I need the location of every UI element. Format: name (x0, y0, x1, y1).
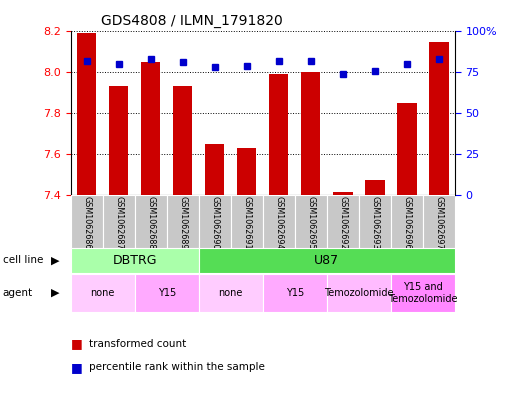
Text: GSM1062687: GSM1062687 (114, 196, 123, 250)
Bar (269, 74, 288, 195)
Bar (231, 195, 263, 248)
Bar (71, 248, 199, 273)
Bar (333, 193, 353, 195)
Text: GSM1062689: GSM1062689 (178, 196, 187, 250)
Bar (391, 274, 455, 312)
Text: agent: agent (3, 288, 33, 298)
Text: none: none (219, 288, 243, 298)
Bar (263, 195, 295, 248)
Text: Y15: Y15 (286, 288, 304, 298)
Text: GSM1062686: GSM1062686 (82, 196, 91, 250)
Bar (391, 195, 423, 248)
Bar (359, 195, 391, 248)
Bar (365, 180, 384, 195)
Text: GSM1062697: GSM1062697 (435, 196, 444, 250)
Bar (135, 274, 199, 312)
Text: GSM1062690: GSM1062690 (210, 196, 219, 250)
Bar (199, 195, 231, 248)
Text: GSM1062696: GSM1062696 (403, 196, 412, 250)
Text: ▶: ▶ (51, 288, 60, 298)
Bar (103, 195, 135, 248)
Text: GSM1062694: GSM1062694 (275, 196, 283, 250)
Text: U87: U87 (314, 254, 339, 267)
Text: ▶: ▶ (51, 255, 60, 265)
Bar (135, 195, 167, 248)
Bar (327, 274, 391, 312)
Text: GSM1062688: GSM1062688 (146, 196, 155, 250)
Text: GSM1062691: GSM1062691 (242, 196, 251, 250)
Text: GSM1062692: GSM1062692 (338, 196, 347, 250)
Bar (167, 195, 199, 248)
Text: percentile rank within the sample: percentile rank within the sample (89, 362, 265, 373)
Bar (141, 62, 160, 195)
Bar (295, 195, 327, 248)
Bar (173, 86, 192, 195)
Bar (77, 33, 96, 195)
Bar (423, 195, 455, 248)
Bar (327, 195, 359, 248)
Bar (205, 143, 224, 195)
Text: ■: ■ (71, 337, 82, 351)
Text: Temozolomide: Temozolomide (324, 288, 394, 298)
Bar (301, 72, 321, 195)
Text: ■: ■ (71, 361, 82, 374)
Text: cell line: cell line (3, 255, 43, 265)
Bar (397, 103, 416, 195)
Bar (199, 248, 455, 273)
Bar (199, 274, 263, 312)
Text: DBTRG: DBTRG (112, 254, 157, 267)
Bar (71, 195, 103, 248)
Text: Y15: Y15 (157, 288, 176, 298)
Bar (429, 42, 449, 195)
Bar (71, 274, 135, 312)
Bar (109, 86, 128, 195)
Text: transformed count: transformed count (89, 339, 186, 349)
Text: Y15 and
Temozolomide: Y15 and Temozolomide (388, 282, 458, 303)
Text: GSM1062695: GSM1062695 (306, 196, 315, 250)
Text: none: none (90, 288, 115, 298)
Text: GSM1062693: GSM1062693 (370, 196, 379, 250)
Text: GDS4808 / ILMN_1791820: GDS4808 / ILMN_1791820 (101, 14, 283, 28)
Bar (237, 148, 256, 195)
Bar (263, 274, 327, 312)
